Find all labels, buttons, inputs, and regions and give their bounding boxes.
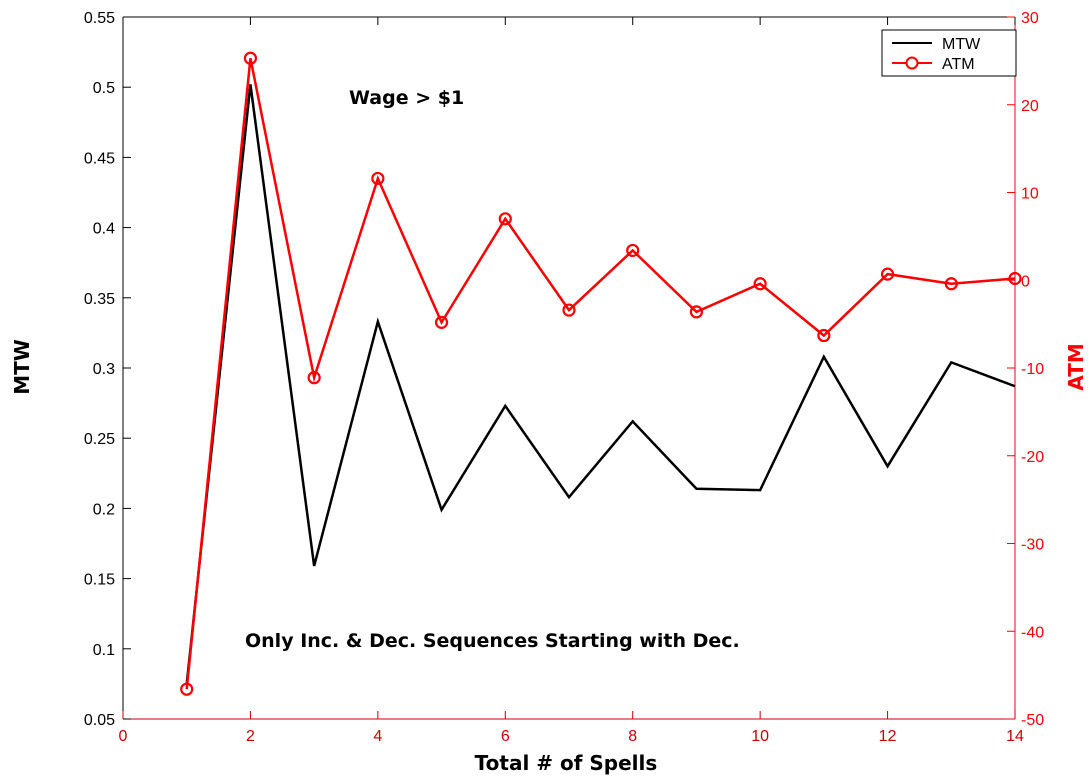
x-tick-label: 8 (628, 728, 637, 745)
right-y-tick-label: -30 (1021, 537, 1044, 554)
x-tick-label: 12 (879, 728, 897, 745)
right-y-tick-label: 30 (1021, 10, 1039, 27)
x-tick-label: 14 (1006, 728, 1024, 745)
left-y-tick-label: 0.05 (84, 712, 115, 729)
atm-point (371, 171, 385, 186)
x-tick-label: 10 (751, 728, 769, 745)
x-axis-title: Total # of Spells (475, 751, 658, 775)
mtw-line (185, 84, 1016, 685)
right-y-tick-label: -50 (1021, 712, 1044, 729)
right-y-axis-title: ATM (1064, 343, 1088, 390)
atm-point (817, 328, 831, 343)
left-y-tick-label: 0.1 (93, 642, 115, 659)
atm-point (562, 303, 576, 317)
atm-point (880, 267, 895, 281)
x-tick-label: 4 (373, 728, 382, 745)
atm-point (434, 315, 449, 329)
annotation-wage: Wage > $1 (349, 87, 464, 109)
atm-point (753, 277, 767, 291)
left-y-tick-label: 0.3 (93, 361, 115, 378)
left-y-tick-label: 0.2 (93, 501, 115, 518)
left-y-axis-ticks: 0.05 0.1 0.15 0.2 0.25 0.3 0.35 0.4 0.45 0.5 0.55 (84, 10, 131, 729)
x-tick-label: 6 (501, 728, 510, 745)
atm-point (307, 371, 321, 385)
right-y-axis-ticks: -50 -40 -30 -20 -10 0 10 20 30 (1007, 10, 1044, 729)
left-y-tick-label: 0.25 (84, 431, 115, 448)
atm-line (185, 57, 1016, 690)
x-axis-ticks: 0 2 4 6 8 10 12 14 (119, 17, 1024, 745)
x-tick-label: 2 (246, 728, 255, 745)
right-y-tick-label: -10 (1021, 361, 1044, 378)
atm-point (626, 243, 640, 258)
left-y-tick-label: 0.15 (84, 572, 115, 589)
atm-point (180, 682, 194, 696)
atm-point (498, 212, 512, 226)
x-tick-label: 0 (119, 728, 128, 745)
right-y-tick-label: 0 (1021, 273, 1030, 290)
legend-mtw-label: MTW (942, 36, 981, 53)
right-y-tick-label: 10 (1021, 186, 1039, 203)
left-y-tick-label: 0.55 (84, 10, 115, 27)
atm-series (180, 51, 1022, 696)
atm-point (689, 305, 704, 319)
right-y-tick-label: -20 (1021, 449, 1044, 466)
atm-point (944, 277, 958, 291)
left-y-tick-label: 0.45 (84, 150, 115, 167)
right-y-tick-label: -40 (1021, 624, 1044, 641)
legend: MTW ATM (881, 29, 1017, 77)
legend-atm-label: ATM (942, 56, 975, 73)
legend-box (881, 29, 1017, 77)
right-y-tick-label: 20 (1021, 98, 1039, 115)
annotation-sequences: Only Inc. & Dec. Sequences Starting with… (245, 630, 740, 652)
left-y-tick-label: 0.5 (93, 80, 115, 97)
mtw-series (185, 84, 1016, 685)
atm-point (243, 51, 258, 65)
left-y-axis-title: MTW (10, 339, 34, 395)
left-y-tick-label: 0.35 (84, 291, 115, 308)
atm-point (1008, 271, 1022, 286)
legend-atm-marker (905, 56, 919, 70)
left-y-tick-label: 0.4 (93, 221, 115, 238)
